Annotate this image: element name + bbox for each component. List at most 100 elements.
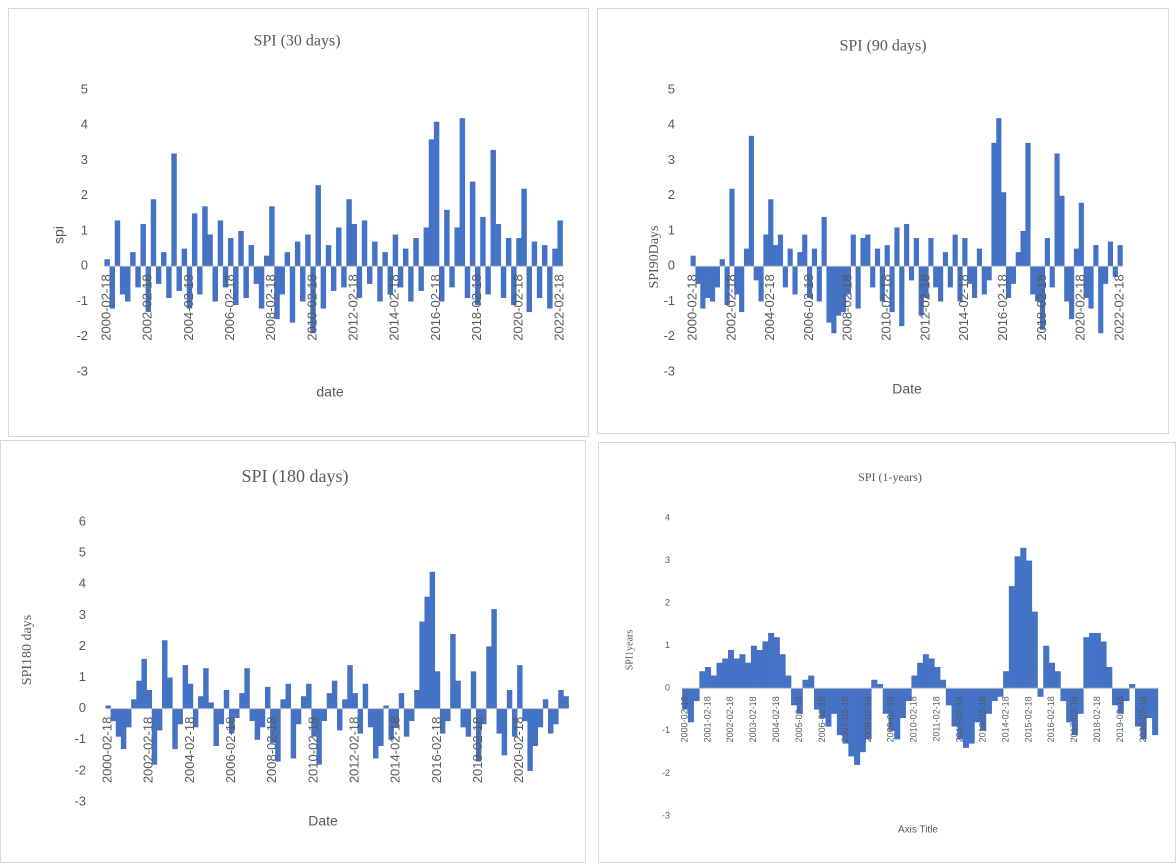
bar (115, 708, 122, 737)
bar (191, 213, 198, 267)
bar (957, 688, 964, 740)
bar (377, 266, 383, 302)
bar (536, 266, 543, 298)
x-tick-label: 2008-02-18 (264, 717, 279, 784)
bar (181, 248, 188, 267)
bar (722, 658, 729, 689)
bar (1066, 688, 1073, 723)
bar (383, 705, 389, 709)
bar (337, 708, 343, 731)
chart-title: SPI (30 days) (253, 33, 340, 50)
bar (316, 708, 322, 765)
bar (146, 690, 153, 709)
bar (889, 266, 895, 313)
bar (141, 658, 147, 709)
x-tick-label: 2014-02-18 (956, 274, 971, 341)
bar (212, 266, 218, 302)
bar (166, 266, 172, 298)
bar (758, 266, 764, 302)
bar (279, 266, 285, 295)
bar (465, 708, 472, 737)
chart-panel (598, 442, 1176, 863)
bar (387, 266, 393, 295)
x-tick-label: 2009-02-18 (886, 696, 896, 742)
y-tick-label: -3 (76, 363, 88, 378)
bar (342, 699, 348, 709)
bar (923, 266, 929, 298)
bar (366, 266, 373, 284)
bar (135, 266, 141, 288)
bar (341, 266, 347, 288)
x-tick-label: 2003-02-18 (748, 696, 758, 742)
bar (991, 142, 997, 267)
bar (952, 234, 958, 267)
bar (918, 266, 924, 316)
bar (894, 227, 900, 267)
bar (1037, 688, 1044, 697)
bar (162, 640, 168, 709)
bar (724, 266, 730, 306)
bar (553, 708, 559, 725)
bar (388, 708, 394, 740)
bar (980, 688, 987, 731)
bar (1103, 266, 1109, 284)
bar (908, 266, 915, 281)
bar (285, 683, 291, 709)
x-tick-label: 2022-02-18 (1111, 274, 1126, 341)
bar (797, 252, 803, 267)
x-tick-label: 2004-02-18 (771, 696, 781, 742)
y-tick-label: 2 (81, 187, 88, 202)
y-axis-title: spi (51, 226, 67, 244)
bar (905, 688, 912, 702)
bar (871, 679, 878, 689)
bar (1030, 266, 1036, 295)
bar (409, 708, 415, 722)
bar (248, 245, 255, 267)
x-tick-label: 2008-02-18 (863, 696, 873, 742)
bar (150, 199, 157, 267)
y-tick-label: 4 (665, 512, 670, 522)
bar (874, 248, 881, 267)
x-tick-label: 2010-02-18 (909, 696, 919, 742)
bar (842, 688, 849, 744)
bar (845, 266, 851, 295)
bar (331, 680, 338, 709)
bar (1008, 586, 1015, 689)
x-tick-label: 2012-02-18 (346, 717, 361, 784)
bar (325, 245, 332, 267)
bar (709, 266, 716, 302)
bar (177, 708, 183, 725)
bar (1048, 662, 1055, 689)
x-tick-label: 2010-02-18 (879, 274, 894, 341)
bar (203, 668, 209, 709)
bar (710, 675, 717, 689)
bar (768, 632, 775, 689)
bar (311, 708, 317, 737)
bar (682, 688, 689, 710)
x-tick-label: 2020-02-18 (1138, 696, 1148, 742)
bar (418, 266, 424, 291)
y-tick-label: 1 (665, 640, 670, 650)
y-tick-label: 3 (668, 152, 675, 167)
y-tick-label: 3 (79, 607, 86, 622)
bar (223, 690, 230, 709)
bar (855, 266, 861, 309)
bar (811, 248, 818, 267)
bar (947, 266, 953, 288)
bar (787, 248, 793, 267)
y-tick-label: 0 (665, 683, 670, 693)
bar (859, 688, 866, 753)
bar (699, 671, 706, 689)
bar (455, 680, 461, 709)
bar (254, 708, 261, 740)
bar (295, 708, 302, 725)
bar (253, 266, 260, 284)
chart-panel (597, 8, 1169, 434)
y-tick-label: 2 (665, 598, 670, 608)
x-tick-label: 2002-02-18 (140, 274, 155, 341)
bar (557, 220, 563, 267)
bar (974, 688, 981, 723)
bar (739, 654, 746, 689)
y-tick-label: -1 (74, 731, 86, 746)
bar (114, 220, 121, 267)
